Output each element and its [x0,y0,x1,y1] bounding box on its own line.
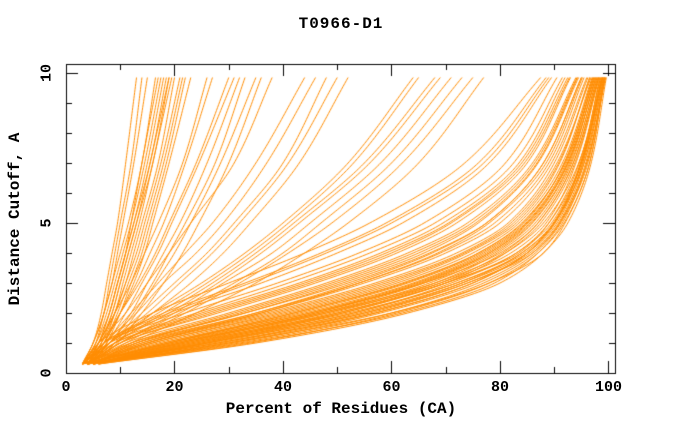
x-axis-label: Percent of Residues (CA) [225,400,457,418]
x-tick-label: 100 [594,379,622,396]
y-tick-label: 5 [38,218,56,228]
x-tick-label: 0 [61,379,71,396]
y-tick-label: 10 [38,63,56,83]
x-tick-label: 20 [165,379,184,396]
x-tick-label: 40 [273,379,292,396]
x-tick-label: 60 [382,379,401,396]
x-tick-label: 80 [490,379,509,396]
y-tick-label: 0 [38,368,56,378]
y-axis-label: Distance Cutoff, A [6,132,24,306]
